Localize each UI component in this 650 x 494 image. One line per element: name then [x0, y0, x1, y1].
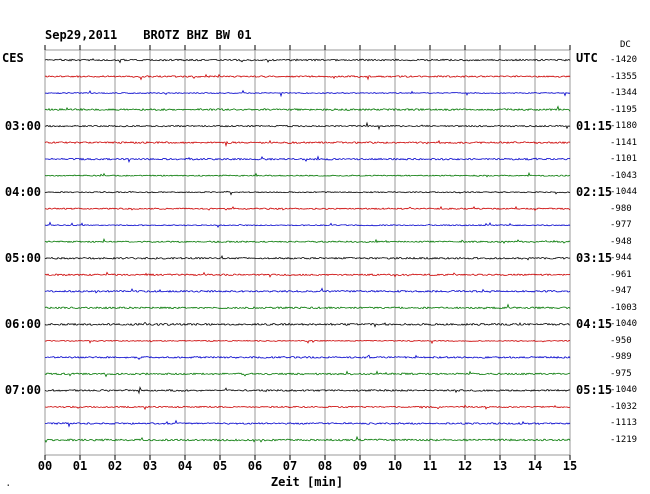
seismic-trace	[44, 205, 571, 212]
seismic-trace	[44, 287, 571, 294]
seismic-trace	[44, 303, 571, 310]
seismic-trace	[44, 321, 571, 328]
seismic-trace	[44, 121, 571, 131]
plot-title: Sep29,2011 BROTZ BHZ BW 01	[45, 28, 252, 42]
seismic-trace	[44, 139, 571, 148]
station-label: BROTZ BHZ BW 01	[143, 28, 252, 42]
seismic-trace	[44, 58, 571, 64]
seismic-trace	[44, 354, 571, 360]
right-timezone-label: UTC	[576, 51, 598, 65]
seismic-trace	[44, 404, 571, 411]
seismic-trace	[44, 419, 571, 428]
dc-column-header: DC	[620, 40, 631, 50]
seismic-trace	[44, 190, 571, 196]
seismic-trace	[44, 386, 571, 395]
x-axis-title: Zeit [min]	[270, 475, 344, 489]
left-timezone-label: CES	[2, 51, 24, 65]
seismic-trace	[44, 271, 571, 278]
corner-artifact-mark: ·	[5, 479, 12, 492]
seismic-trace	[44, 221, 571, 228]
seismic-trace	[44, 155, 571, 163]
seismic-trace	[44, 435, 571, 443]
seismic-trace	[44, 370, 571, 378]
seismic-trace	[44, 89, 571, 98]
seismic-trace	[44, 73, 571, 81]
date-label: Sep29,2011	[45, 28, 118, 42]
seismic-trace	[44, 339, 571, 345]
seismic-trace	[44, 105, 571, 112]
seismic-trace	[45, 171, 571, 178]
seismic-trace	[44, 238, 571, 244]
seismic-trace	[44, 254, 571, 261]
plot-border	[44, 49, 571, 456]
